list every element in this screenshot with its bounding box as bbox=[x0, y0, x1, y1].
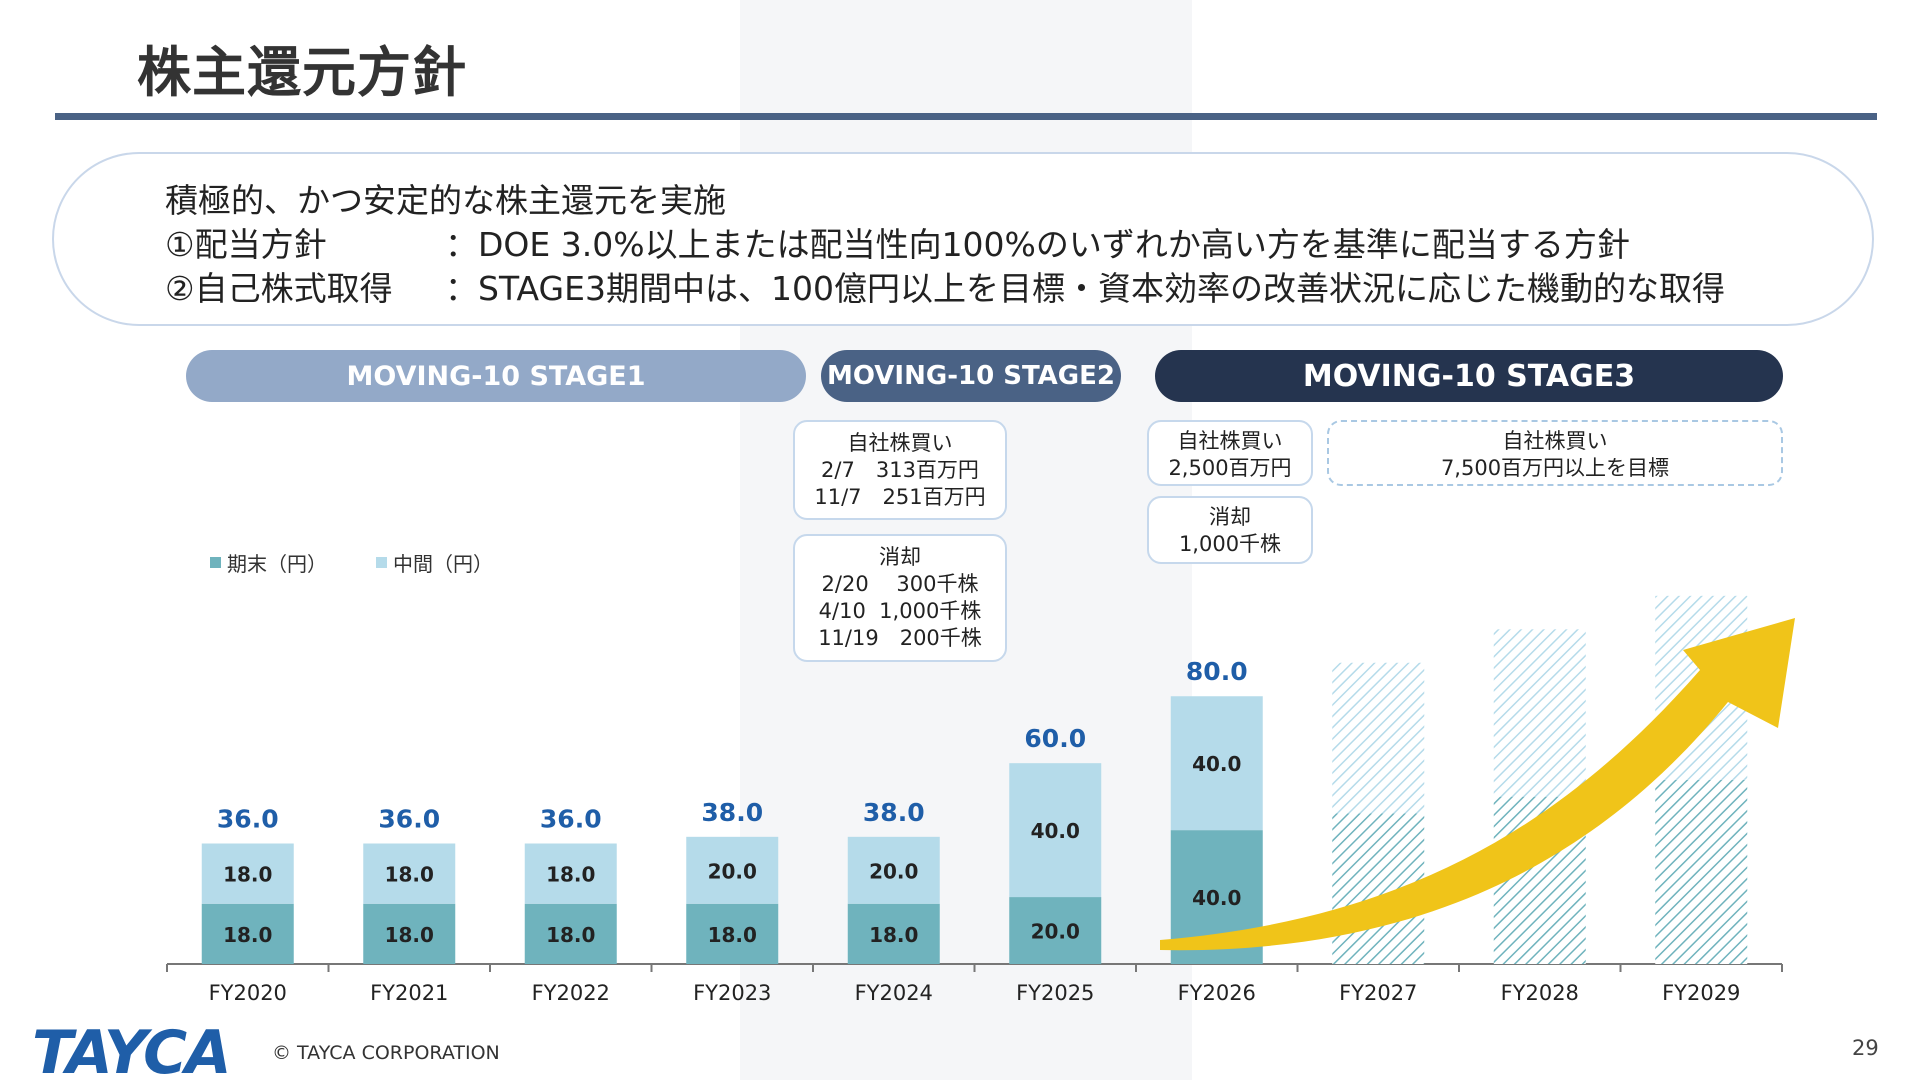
legend-period-end: 期末（円） bbox=[210, 548, 327, 577]
legend-interim: 中間（円） bbox=[376, 548, 493, 577]
x-tick-label-FY2028: FY2028 bbox=[1501, 981, 1579, 1005]
bar-projected-interim-FY2028 bbox=[1493, 629, 1586, 797]
policy-line-3: ②自己株式取得 ：STAGE3期間中は、100億円以上を目標・資本効率の改善状況に… bbox=[165, 262, 1725, 310]
bar-interim-FY2020 bbox=[201, 843, 294, 904]
stage3-banner: MOVING-10 STAGE3 bbox=[1155, 350, 1783, 402]
label-period-end-FY2020: 18.0 bbox=[223, 923, 272, 947]
label-interim-FY2021: 18.0 bbox=[385, 863, 434, 887]
label-period-end-FY2025: 20.0 bbox=[1031, 920, 1080, 944]
note-cancel-fy2026: 消却 1,000千株 bbox=[1147, 496, 1313, 564]
tayca-logo: TAYCA bbox=[32, 1018, 232, 1088]
policy-line-2: ①配当方針 ：DOE 3.0%以上または配当性向100%のいずれか高い方を基準に配… bbox=[165, 218, 1630, 266]
x-tick-label-FY2027: FY2027 bbox=[1339, 981, 1417, 1005]
policy-line-1: 積極的、かつ安定的な株主還元を実施 bbox=[165, 181, 726, 220]
note-cancel-fy2024: 消却 2/20 300千株 4/10 1,000千株 11/19 200千株 bbox=[793, 534, 1007, 662]
bar-interim-FY2026 bbox=[1170, 696, 1263, 831]
x-tick-label-FY2021: FY2021 bbox=[370, 981, 448, 1005]
x-tick-label-FY2020: FY2020 bbox=[209, 981, 287, 1005]
stage1-banner: MOVING-10 STAGE1 bbox=[186, 350, 806, 402]
growth-arrow bbox=[1160, 618, 1795, 951]
bar-interim-FY2025 bbox=[1009, 763, 1102, 898]
policy-buyback-text: ：STAGE3期間中は、100億円以上を目標・資本効率の改善状況に応じた機動的な… bbox=[445, 269, 1725, 308]
note-buyback-fy2026: 自社株買い 2,500百万円 bbox=[1147, 420, 1313, 486]
label-total-FY2023: 38.0 bbox=[701, 798, 763, 827]
label-total-FY2020: 36.0 bbox=[217, 805, 279, 834]
label-total-FY2024: 38.0 bbox=[863, 798, 925, 827]
legend-interim-swatch bbox=[376, 557, 387, 568]
label-interim-FY2026: 40.0 bbox=[1192, 752, 1241, 776]
bar-interim-FY2023 bbox=[686, 836, 779, 904]
label-total-FY2025: 60.0 bbox=[1024, 724, 1086, 753]
label-period-end-FY2023: 18.0 bbox=[708, 923, 757, 947]
policy-box bbox=[52, 152, 1874, 326]
note-buyback-target: 自社株買い 7,500百万円以上を目標 bbox=[1327, 420, 1783, 486]
policy-dividend-label: ①配当方針 bbox=[165, 225, 327, 264]
bar-period-end-FY2023 bbox=[686, 903, 779, 964]
policy-buyback-label: ②自己株式取得 bbox=[165, 269, 393, 308]
bar-period-end-FY2021 bbox=[363, 903, 456, 964]
title-divider bbox=[55, 113, 1877, 120]
note-buyback-fy2024: 自社株買い 2/7 313百万円 11/7 251百万円 bbox=[793, 420, 1007, 520]
page-title: 株主還元方針 bbox=[137, 41, 467, 104]
dividend-chart: 18.0 18.0 36.0 FY2020 18.0 18.0 36.0 FY2021 18.0… bbox=[166, 595, 1795, 1005]
x-tick-label-FY2025: FY2025 bbox=[1016, 981, 1094, 1005]
legend-period-end-swatch bbox=[210, 557, 221, 568]
x-tick-label-FY2029: FY2029 bbox=[1662, 981, 1740, 1005]
page-number: 29 bbox=[1852, 1036, 1879, 1060]
label-total-FY2021: 36.0 bbox=[378, 805, 440, 834]
bar-period-end-FY2025 bbox=[1009, 897, 1102, 964]
label-interim-FY2025: 40.0 bbox=[1031, 819, 1080, 843]
bar-interim-FY2021 bbox=[363, 843, 456, 904]
label-interim-FY2022: 18.0 bbox=[546, 863, 595, 887]
x-tick-label-FY2026: FY2026 bbox=[1178, 981, 1256, 1005]
stage2-banner: MOVING-10 STAGE2 bbox=[821, 350, 1121, 402]
label-period-end-FY2022: 18.0 bbox=[546, 923, 595, 947]
x-tick-label-FY2023: FY2023 bbox=[693, 981, 771, 1005]
x-tick-label-FY2022: FY2022 bbox=[532, 981, 610, 1005]
label-period-end-FY2024: 18.0 bbox=[869, 923, 918, 947]
bar-period-end-FY2024 bbox=[847, 903, 940, 964]
bar-interim-FY2022 bbox=[524, 843, 617, 904]
bar-projected-interim-FY2027 bbox=[1332, 662, 1425, 814]
label-interim-FY2024: 20.0 bbox=[869, 859, 918, 883]
copyright: © TAYCA CORPORATION bbox=[272, 1042, 500, 1064]
label-period-end-FY2026: 40.0 bbox=[1192, 886, 1241, 910]
label-interim-FY2023: 20.0 bbox=[708, 859, 757, 883]
bar-period-end-FY2020 bbox=[201, 903, 294, 964]
x-tick-label-FY2024: FY2024 bbox=[855, 981, 933, 1005]
policy-dividend-text: ：DOE 3.0%以上または配当性向100%のいずれか高い方を基準に配当する方針 bbox=[445, 225, 1630, 264]
label-period-end-FY2021: 18.0 bbox=[385, 923, 434, 947]
label-total-FY2026: 80.0 bbox=[1186, 657, 1248, 686]
label-total-FY2022: 36.0 bbox=[540, 805, 602, 834]
label-interim-FY2020: 18.0 bbox=[223, 863, 272, 887]
bar-interim-FY2024 bbox=[847, 836, 940, 904]
bar-period-end-FY2022 bbox=[524, 903, 617, 964]
bar-projected-period-end-FY2029 bbox=[1655, 779, 1748, 964]
